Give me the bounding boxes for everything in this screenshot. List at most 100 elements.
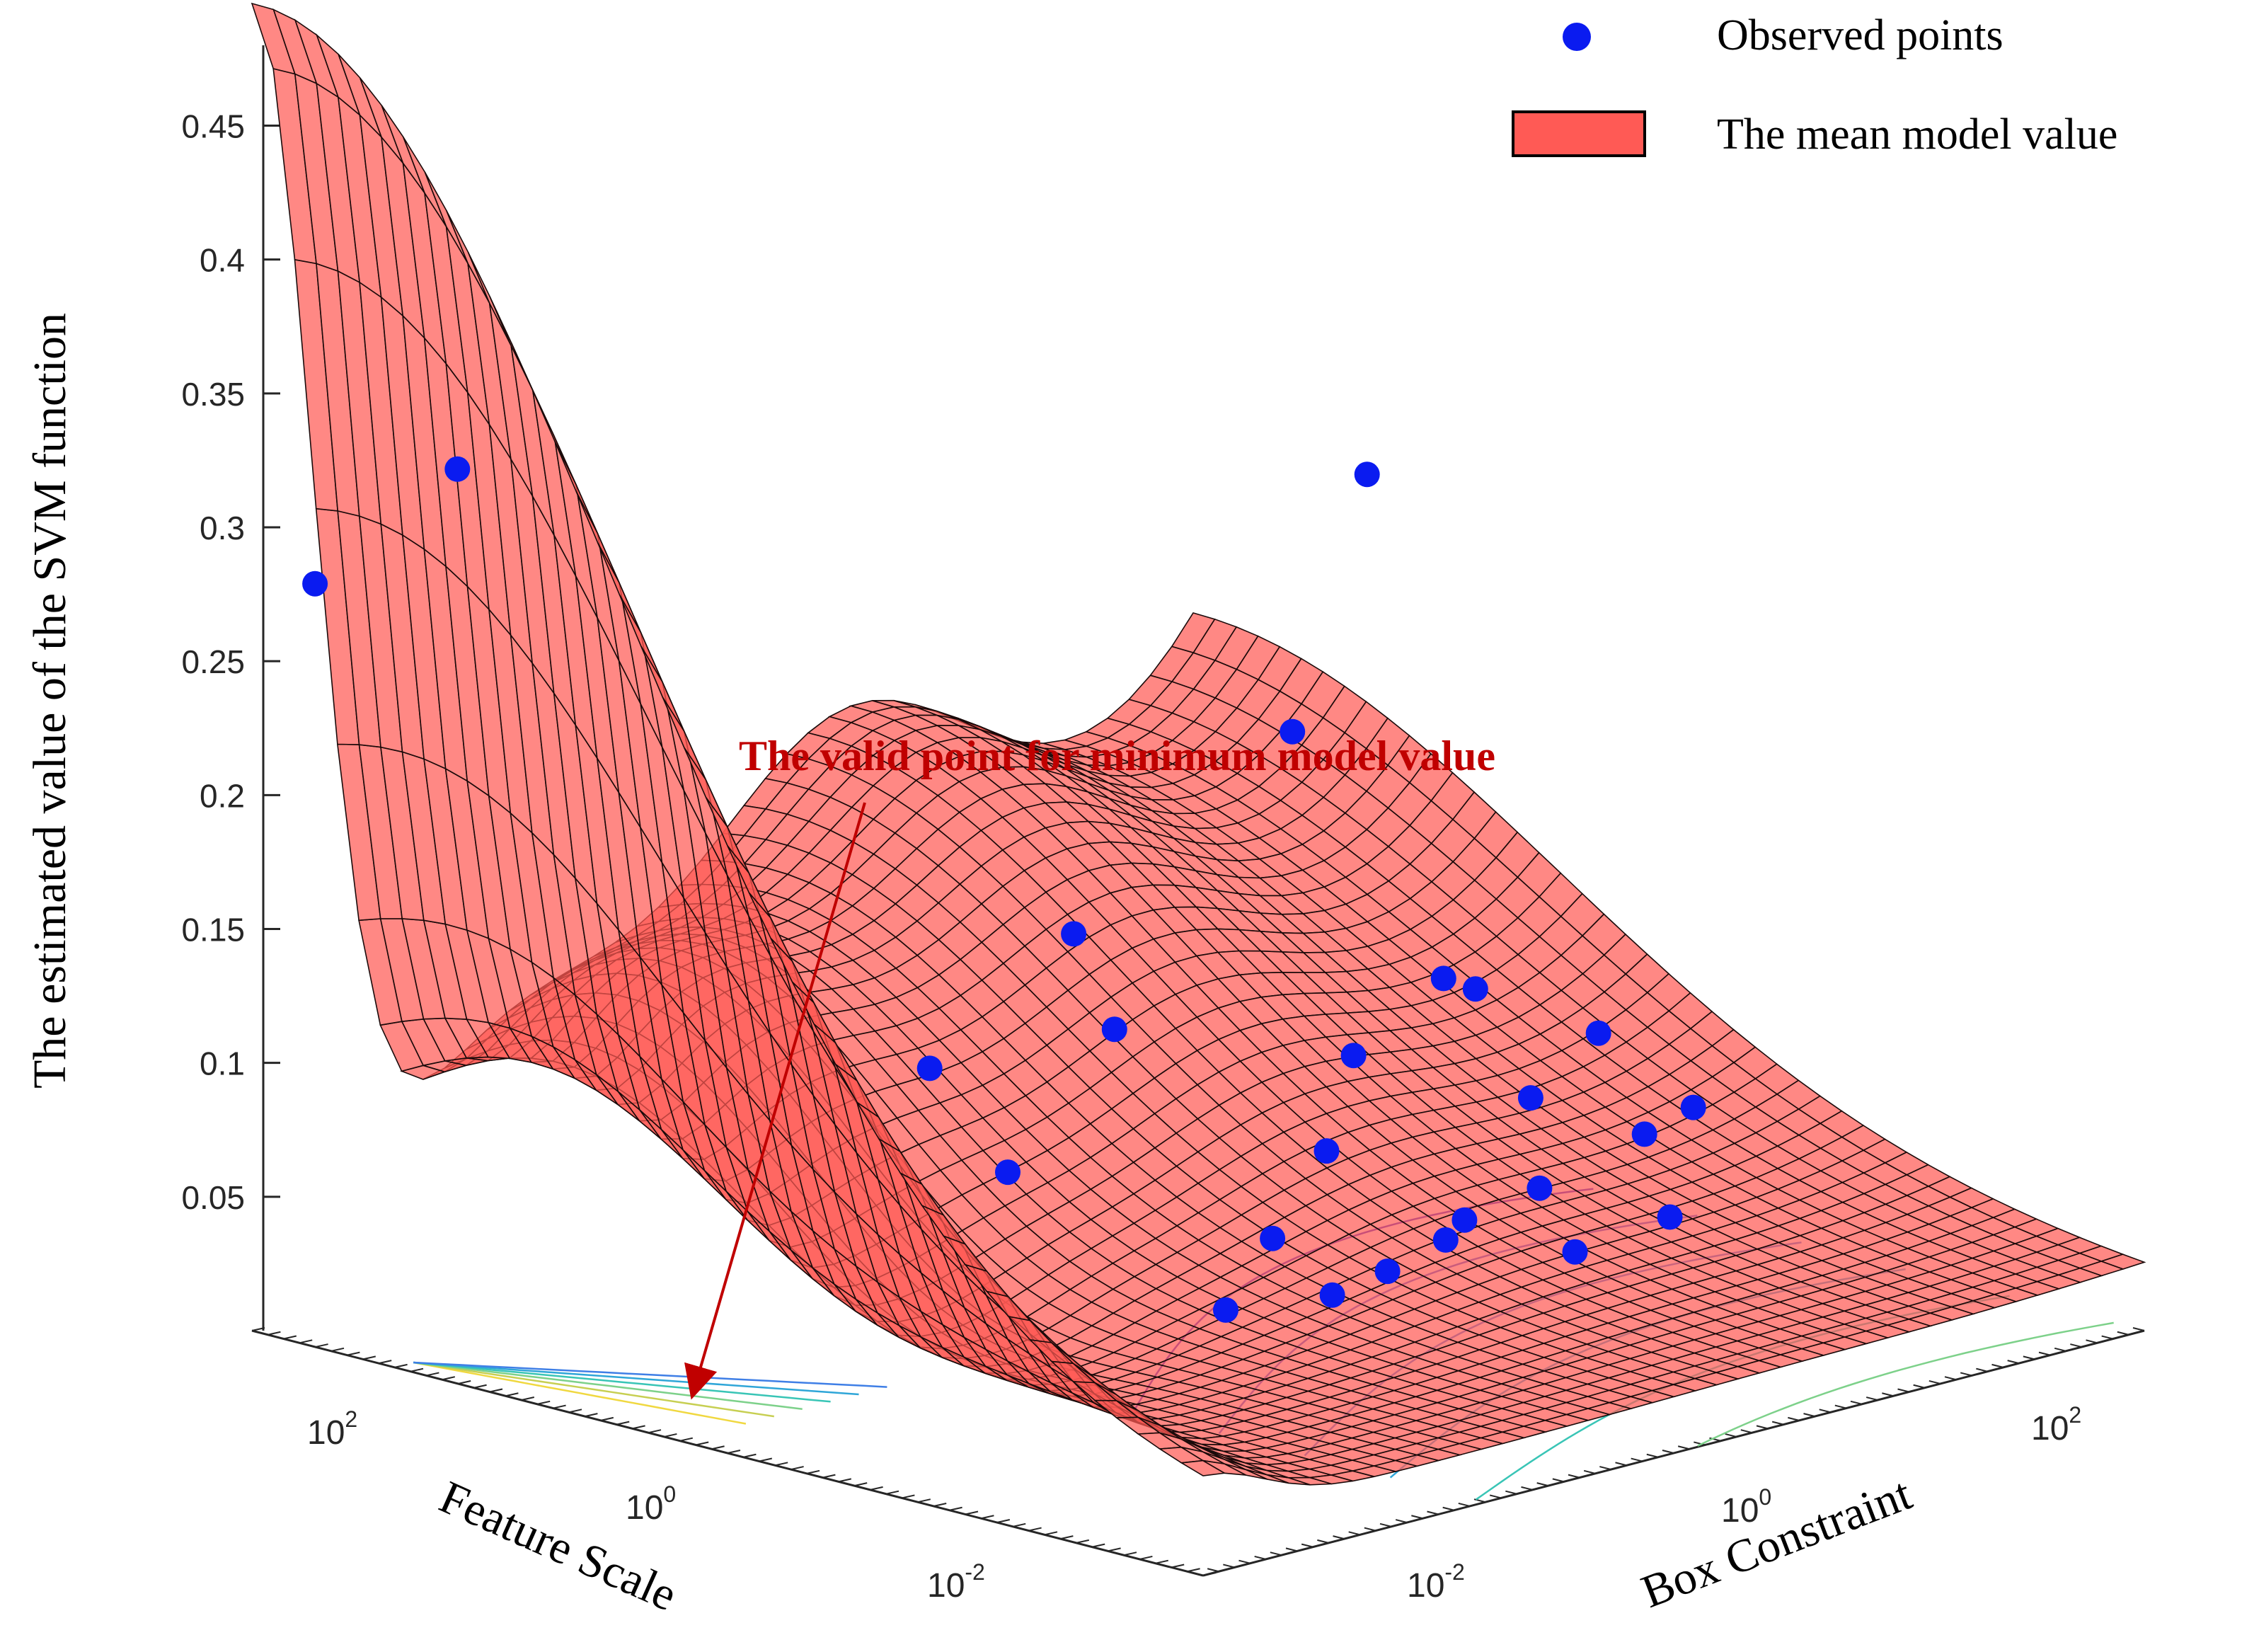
box-constraint-tick-mark bbox=[1238, 1559, 1251, 1564]
z-tick-label: 0.1 bbox=[200, 1045, 245, 1082]
feature-scale-tick-mark bbox=[315, 1343, 328, 1348]
feature-scale-tick-mark bbox=[347, 1351, 360, 1356]
feature-scale-tick-mark bbox=[268, 1331, 281, 1336]
box-constraint-tick-mark bbox=[1458, 1502, 1471, 1507]
feature-scale-tick-mark bbox=[616, 1421, 630, 1426]
observed-point bbox=[1313, 1138, 1340, 1164]
feature-scale-tick-mark bbox=[442, 1376, 456, 1381]
box-constraint-tick-mark bbox=[1411, 1515, 1423, 1520]
feature-scale-tick-mark bbox=[251, 1327, 265, 1331]
feature-scale-tick-mark bbox=[870, 1486, 883, 1491]
feature-scale-ticks: 102 100 10-2 bbox=[307, 1406, 985, 1605]
annotation-text: The valid point for minimum model value bbox=[739, 733, 1495, 779]
observed-point bbox=[302, 570, 328, 597]
z-tick-group: 0.05 0.1 0.15 0.2 0.25 0.3 0.35 0.4 0.45 bbox=[181, 108, 280, 1216]
feature-scale-tick-mark bbox=[902, 1494, 915, 1499]
box-constraint-tick-mark bbox=[1788, 1416, 1800, 1421]
box-constraint-tick-mark bbox=[1599, 1466, 1611, 1471]
feature-scale-tick-mark bbox=[695, 1441, 709, 1446]
feature-scale-tick-mark bbox=[536, 1400, 551, 1405]
box-constraint-tick-mark bbox=[2023, 1355, 2035, 1360]
box-constraint-tick-mark bbox=[1191, 1572, 1204, 1576]
feature-scale-tick-mark bbox=[664, 1433, 677, 1438]
box-constraint-tick-mark bbox=[2101, 1335, 2113, 1340]
observed-point bbox=[1527, 1175, 1553, 1201]
box-constraint-tick-mark bbox=[1819, 1409, 1831, 1413]
floor-contour-line bbox=[413, 1361, 747, 1425]
box-constraint-tick-mark bbox=[1395, 1519, 1408, 1524]
feature-scale-tick-mark bbox=[774, 1462, 788, 1467]
feature-scale-tick-mark bbox=[505, 1392, 519, 1397]
box-constraint-tick-mark bbox=[1928, 1379, 1941, 1384]
feature-scale-tick-mark bbox=[299, 1339, 313, 1344]
z-tick-label: 0.2 bbox=[200, 777, 245, 814]
feature-scale-tick-mark bbox=[330, 1347, 345, 1352]
box-constraint-tick-mark bbox=[1568, 1474, 1580, 1479]
feature-scale-tick-mark bbox=[553, 1404, 566, 1409]
observed-point bbox=[444, 456, 471, 482]
observed-point bbox=[1517, 1085, 1543, 1111]
box-constraint-tick-mark bbox=[1427, 1510, 1439, 1515]
legend-surface-swatch bbox=[1512, 110, 1646, 157]
feature-scale-tick-mark bbox=[933, 1502, 947, 1507]
feature-scale-tick-mark bbox=[394, 1363, 408, 1368]
legend-observed-marker bbox=[1563, 23, 1591, 51]
feature-scale-tick-mark bbox=[1187, 1568, 1200, 1573]
box-constraint-tick-mark bbox=[1991, 1363, 2004, 1368]
box-constraint-tick-mark bbox=[1960, 1372, 1972, 1377]
box-constraint-tick-mark bbox=[1301, 1543, 1313, 1548]
box-constraint-tick-mark bbox=[1223, 1564, 1235, 1568]
box-constraint-tick-mark bbox=[1536, 1482, 1548, 1487]
box-constraint-tick-label: 10-2 bbox=[1407, 1559, 1465, 1605]
box-constraint-tick-label: 100 bbox=[1721, 1484, 1771, 1530]
box-constraint-tick-mark bbox=[1646, 1453, 1659, 1458]
box-constraint-tick-mark bbox=[1834, 1404, 1847, 1409]
observed-point bbox=[1340, 1043, 1367, 1069]
observed-point bbox=[1631, 1121, 1657, 1147]
box-constraint-tick-mark bbox=[1725, 1433, 1737, 1438]
observed-point bbox=[1430, 965, 1456, 992]
feature-scale-tick-mark bbox=[473, 1384, 487, 1389]
box-constraint-tick-mark bbox=[1505, 1490, 1517, 1495]
feature-scale-tick-mark bbox=[568, 1409, 582, 1413]
feature-scale-tick-mark bbox=[1108, 1547, 1121, 1552]
box-constraint-tick-mark bbox=[1662, 1450, 1674, 1454]
observed-point bbox=[1260, 1225, 1286, 1251]
box-constraint-tick-mark bbox=[2132, 1327, 2145, 1331]
observed-point bbox=[1585, 1020, 1611, 1046]
feature-scale-tick-mark bbox=[600, 1416, 614, 1421]
observed-point bbox=[1451, 1207, 1478, 1233]
box-constraint-tick-mark bbox=[2117, 1331, 2129, 1336]
feature-scale-tick-mark bbox=[838, 1478, 852, 1483]
feature-scale-tick-label: 102 bbox=[307, 1406, 357, 1452]
feature-scale-tick-mark bbox=[949, 1506, 962, 1511]
box-constraint-tick-label: 102 bbox=[2031, 1402, 2081, 1447]
box-constraint-tick-mark bbox=[1270, 1551, 1282, 1556]
floor-contour-line bbox=[413, 1361, 803, 1410]
box-constraint-tick-mark bbox=[2007, 1360, 2019, 1365]
feature-scale-tick-mark bbox=[1028, 1527, 1042, 1532]
feature-scale-tick-mark bbox=[362, 1355, 376, 1360]
feature-scale-tick-mark bbox=[632, 1425, 645, 1430]
feature-scale-tick-mark bbox=[917, 1498, 931, 1503]
observed-point bbox=[1319, 1282, 1345, 1308]
box-constraint-tick-mark bbox=[1473, 1498, 1486, 1503]
observed-point bbox=[1354, 461, 1380, 488]
feature-scale-tick-mark bbox=[1012, 1522, 1026, 1527]
legend-surface-label: The mean model value bbox=[1717, 110, 2117, 159]
box-constraint-tick-mark bbox=[1850, 1400, 1863, 1405]
feature-scale-tick-mark bbox=[1123, 1551, 1137, 1556]
box-constraint-tick-mark bbox=[2038, 1351, 2051, 1356]
legend-observed-label: Observed points bbox=[1717, 11, 2004, 59]
box-constraint-tick-mark bbox=[1866, 1396, 1878, 1401]
feature-scale-tick-mark bbox=[489, 1388, 503, 1393]
feature-scale-tick-mark bbox=[283, 1335, 297, 1340]
box-constraint-tick-mark bbox=[1489, 1494, 1502, 1499]
feature-scale-tick-mark bbox=[410, 1367, 424, 1372]
observed-point bbox=[995, 1159, 1021, 1186]
observed-point bbox=[1061, 921, 1087, 947]
feature-scale-tick-mark bbox=[648, 1429, 662, 1434]
mean-model-surface bbox=[251, 2, 2146, 1486]
box-constraint-tick-mark bbox=[1631, 1457, 1643, 1462]
feature-scale-tick-mark bbox=[885, 1490, 899, 1495]
